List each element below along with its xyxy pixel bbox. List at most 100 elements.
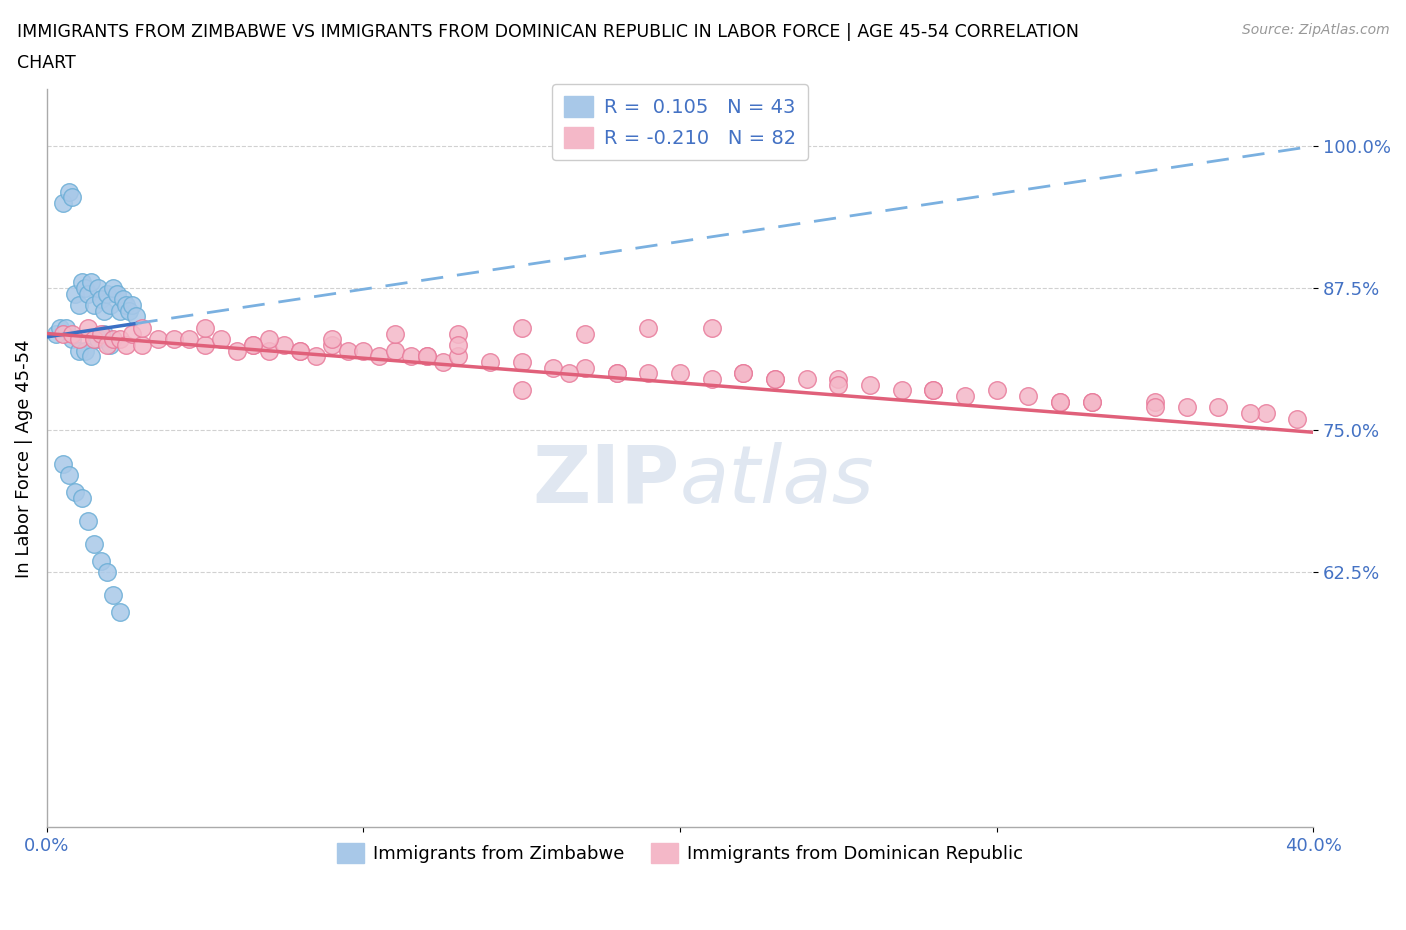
Point — [73, 343, 96, 358]
Point — [67, 332, 90, 347]
Point — [60, 190, 83, 205]
Point — [83, 298, 105, 312]
Text: atlas: atlas — [681, 442, 875, 520]
Point — [105, 286, 128, 301]
Point — [65, 286, 87, 301]
Point — [384, 326, 406, 341]
Point — [827, 378, 849, 392]
Point — [637, 365, 659, 380]
Point — [67, 298, 90, 312]
Point — [90, 553, 112, 568]
Point — [58, 184, 80, 199]
Point — [1143, 394, 1166, 409]
Point — [1286, 411, 1309, 426]
Point — [77, 321, 100, 336]
Text: IMMIGRANTS FROM ZIMBABWE VS IMMIGRANTS FROM DOMINICAN REPUBLIC IN LABOR FORCE | : IMMIGRANTS FROM ZIMBABWE VS IMMIGRANTS F… — [17, 23, 1078, 41]
Point — [146, 332, 169, 347]
Point — [48, 321, 70, 336]
Point — [225, 343, 247, 358]
Point — [953, 389, 976, 404]
Point — [733, 365, 755, 380]
Point — [273, 338, 295, 352]
Point — [986, 383, 1008, 398]
Point — [890, 383, 912, 398]
Point — [121, 326, 143, 341]
Point — [162, 332, 184, 347]
Point — [52, 457, 75, 472]
Point — [83, 536, 105, 551]
Point — [922, 383, 945, 398]
Point — [432, 354, 454, 369]
Point — [70, 275, 93, 290]
Point — [103, 587, 125, 602]
Point — [1049, 394, 1071, 409]
Point — [60, 332, 83, 347]
Point — [510, 321, 533, 336]
Point — [700, 371, 723, 386]
Point — [257, 343, 280, 358]
Point — [80, 275, 103, 290]
Point — [1143, 400, 1166, 415]
Point — [96, 565, 118, 579]
Point — [52, 195, 75, 210]
Point — [479, 354, 502, 369]
Point — [115, 338, 138, 352]
Point — [108, 332, 131, 347]
Point — [399, 349, 422, 364]
Point — [1239, 405, 1261, 420]
Point — [1175, 400, 1198, 415]
Point — [45, 326, 67, 341]
Point — [763, 371, 786, 386]
Point — [384, 343, 406, 358]
Point — [368, 349, 391, 364]
Legend: Immigrants from Zimbabwe, Immigrants from Dominican Republic: Immigrants from Zimbabwe, Immigrants fro… — [329, 836, 1031, 870]
Point — [194, 321, 217, 336]
Point — [1080, 394, 1102, 409]
Point — [827, 371, 849, 386]
Point — [55, 321, 77, 336]
Point — [1049, 394, 1071, 409]
Point — [336, 343, 359, 358]
Point — [447, 349, 470, 364]
Point — [305, 349, 328, 364]
Point — [103, 332, 125, 347]
Point — [115, 298, 138, 312]
Point — [257, 332, 280, 347]
Point — [543, 360, 565, 375]
Point — [194, 338, 217, 352]
Point — [67, 343, 90, 358]
Text: Source: ZipAtlas.com: Source: ZipAtlas.com — [1241, 23, 1389, 37]
Point — [83, 332, 105, 347]
Point — [111, 292, 134, 307]
Point — [108, 604, 131, 619]
Point — [1080, 394, 1102, 409]
Point — [124, 309, 146, 324]
Point — [637, 321, 659, 336]
Point — [763, 371, 786, 386]
Point — [606, 365, 628, 380]
Point — [60, 326, 83, 341]
Point — [93, 303, 115, 318]
Point — [90, 326, 112, 341]
Point — [77, 513, 100, 528]
Point — [209, 332, 232, 347]
Point — [93, 326, 115, 341]
Point — [242, 338, 264, 352]
Point — [321, 338, 343, 352]
Point — [288, 343, 311, 358]
Point — [121, 298, 143, 312]
Point — [606, 365, 628, 380]
Point — [86, 332, 108, 347]
Point — [52, 326, 75, 341]
Point — [98, 298, 121, 312]
Point — [1254, 405, 1277, 420]
Point — [73, 281, 96, 296]
Point — [447, 338, 470, 352]
Point — [98, 338, 121, 352]
Point — [733, 365, 755, 380]
Text: ZIP: ZIP — [533, 442, 681, 520]
Point — [179, 332, 201, 347]
Point — [108, 303, 131, 318]
Point — [416, 349, 439, 364]
Point — [558, 365, 581, 380]
